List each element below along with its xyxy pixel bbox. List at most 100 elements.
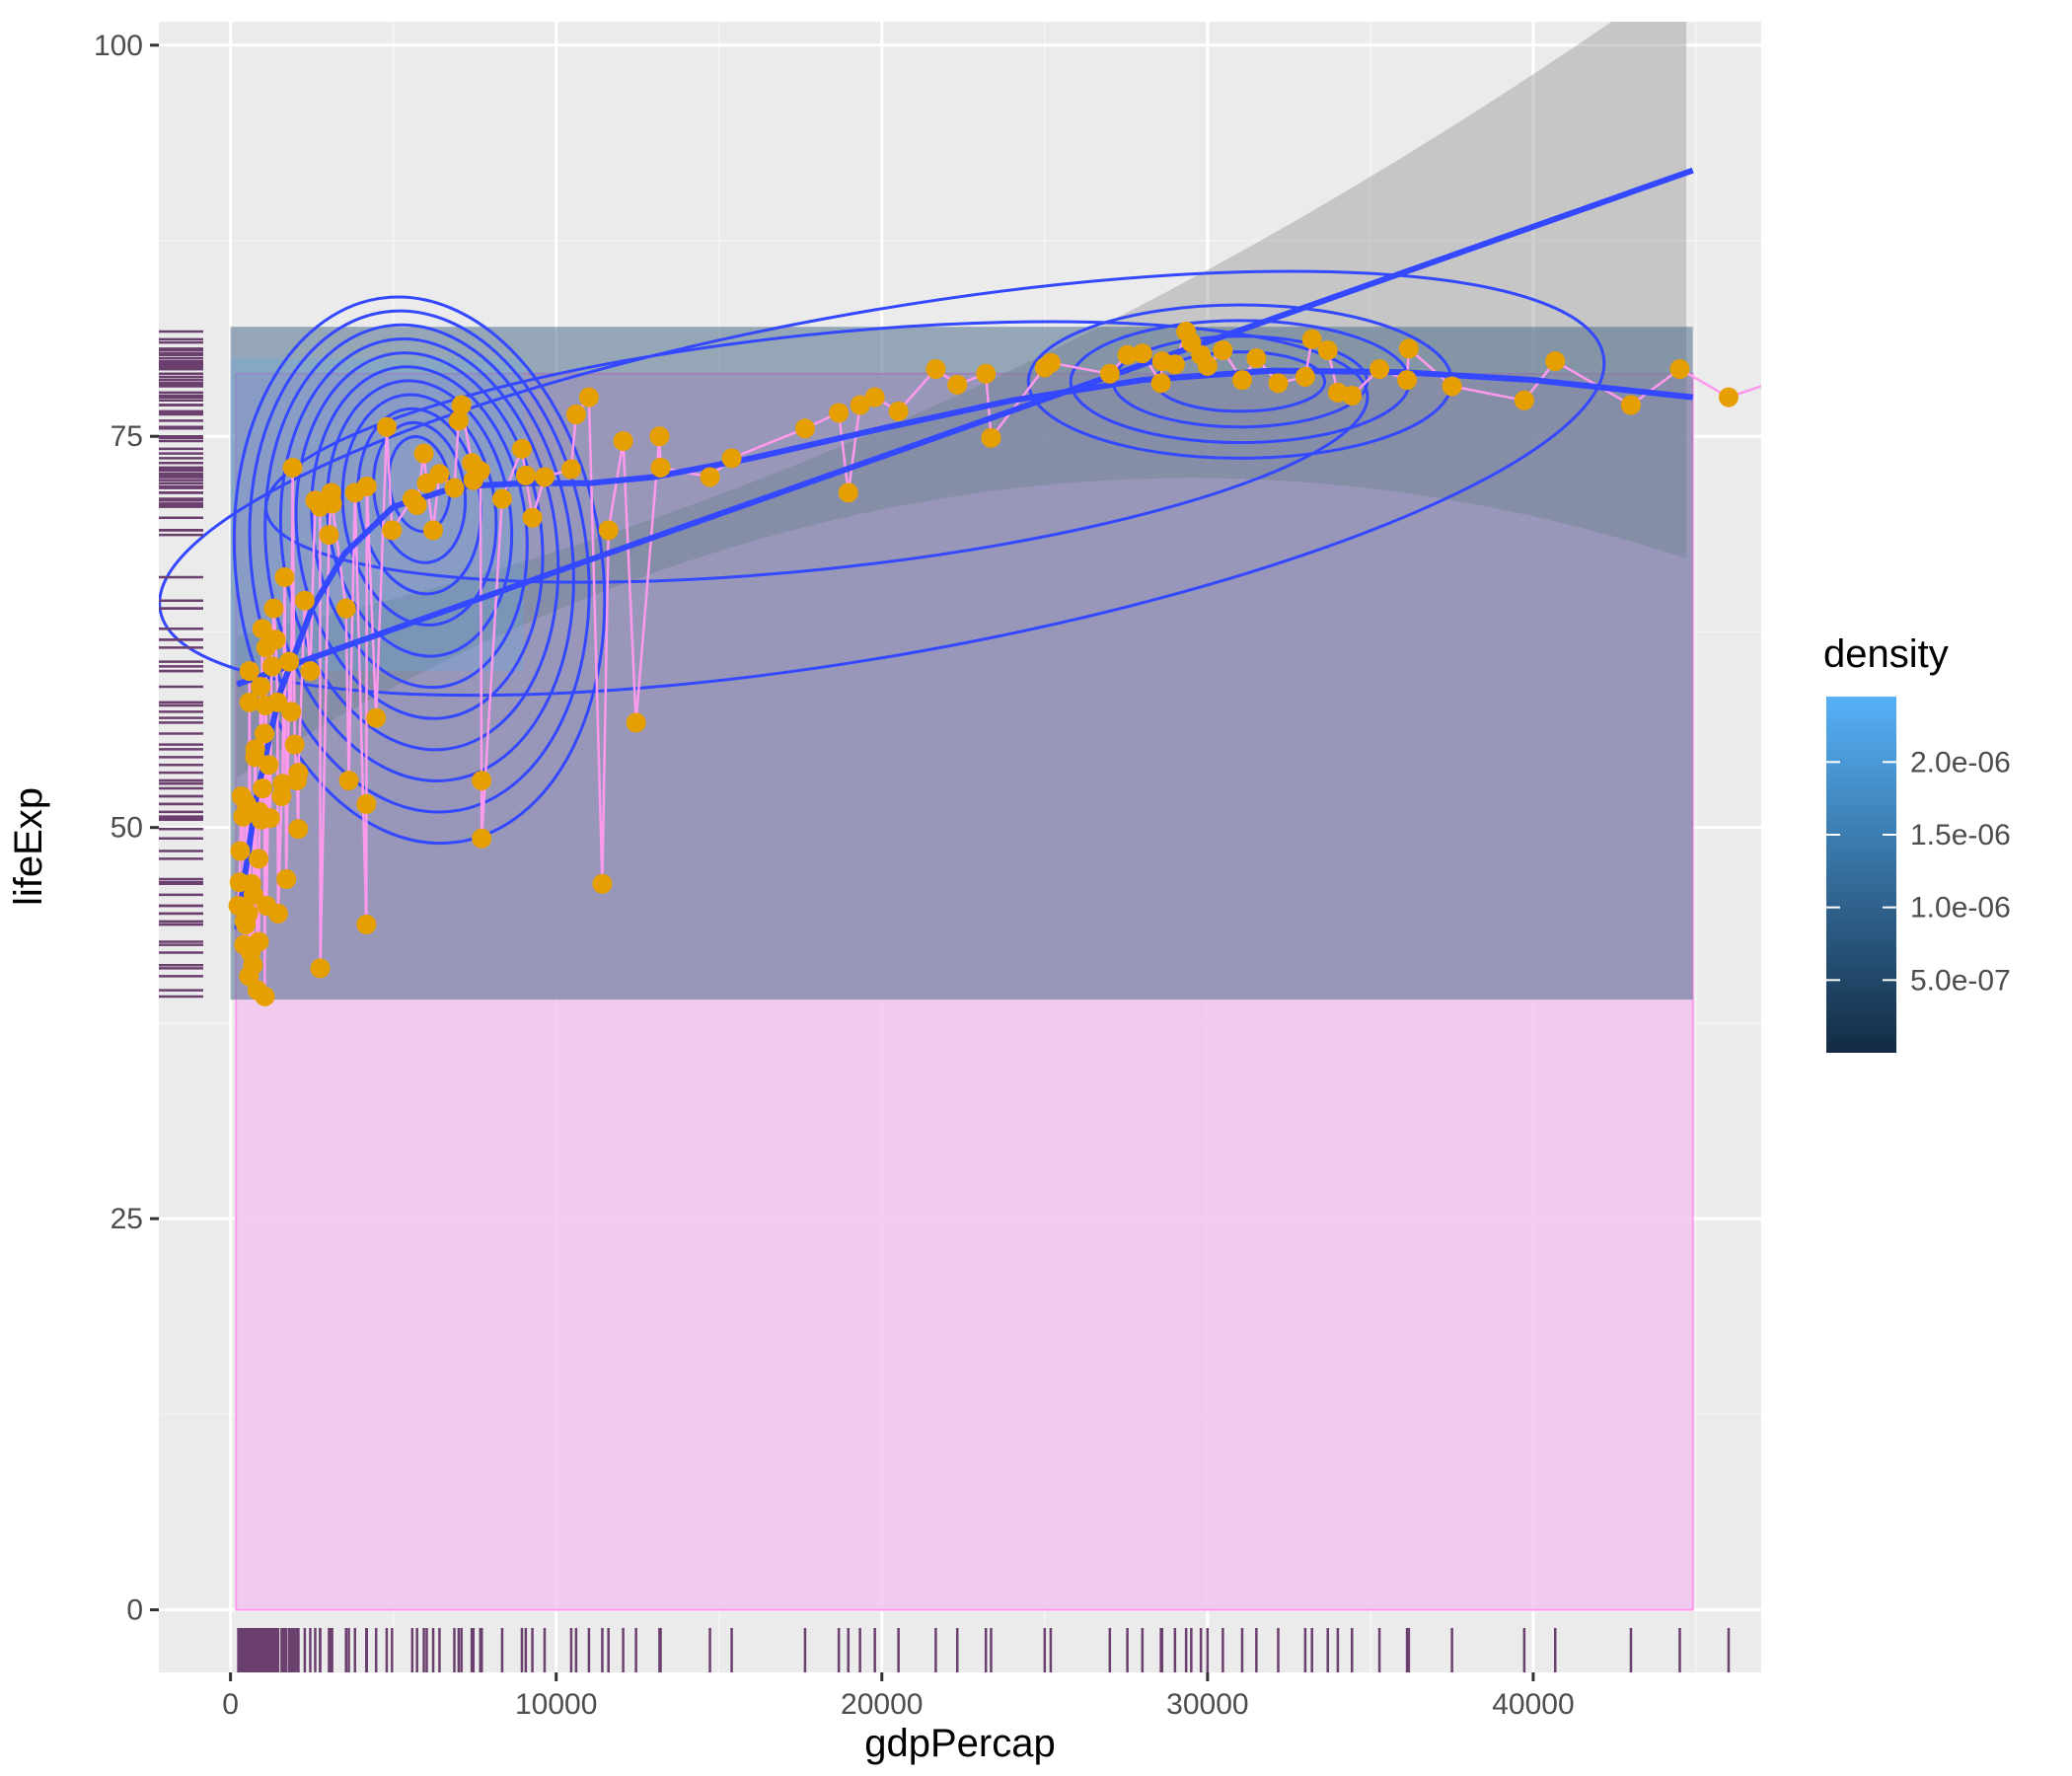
loess-smooth-line [234, 367, 1694, 930]
data-point [864, 387, 885, 407]
data-point [310, 958, 331, 979]
data-point [267, 692, 288, 712]
data-point [700, 467, 720, 487]
y-axis: 0 25 50 75 100 [94, 30, 159, 1627]
data-point [1718, 387, 1739, 407]
data-point [925, 359, 946, 380]
data-point [451, 395, 472, 415]
data-point [1099, 363, 1120, 384]
data-point [284, 734, 305, 755]
data-point [515, 465, 536, 485]
x-axis-title: gdpPercap [864, 1722, 1055, 1765]
legend-colorbar [1826, 697, 1896, 1053]
data-point [300, 661, 321, 682]
y-tick-label: 0 [126, 1594, 143, 1627]
data-point [259, 808, 280, 829]
data-point [259, 755, 279, 776]
data-point [560, 459, 581, 480]
data-point [850, 395, 870, 415]
rug-x [237, 1628, 1731, 1672]
data-point [1132, 343, 1152, 364]
data-point [1150, 373, 1171, 394]
x-tick-label: 40000 [1492, 1688, 1574, 1721]
data-point [976, 363, 997, 384]
data-point [522, 507, 543, 528]
data-point [255, 723, 275, 744]
data-point [413, 443, 434, 464]
data-point [279, 651, 300, 672]
data-point [274, 566, 295, 587]
data-point [472, 828, 492, 849]
data-point [239, 692, 259, 712]
x-tick-label: 0 [222, 1688, 239, 1721]
data-point [794, 418, 815, 439]
legend-label: 1.5e-06 [1910, 819, 2011, 851]
data-point [565, 405, 586, 425]
data-point [578, 387, 599, 407]
legend-label: 5.0e-07 [1910, 964, 2011, 997]
data-point [592, 873, 613, 894]
data-point [1034, 357, 1055, 378]
y-tick-label: 50 [111, 812, 143, 845]
data-point [245, 739, 265, 760]
y-tick-label: 100 [94, 30, 143, 62]
y-tick-label: 75 [111, 420, 143, 453]
data-point [230, 841, 251, 861]
data-point [243, 884, 263, 905]
data-point [376, 416, 397, 437]
data-point [470, 461, 490, 481]
data-point [322, 493, 342, 514]
contour-line [264, 320, 1369, 584]
legend-label: 2.0e-06 [1910, 746, 2011, 778]
data-point [511, 438, 532, 459]
data-point [249, 931, 269, 952]
data-point [1620, 395, 1641, 415]
data-point [282, 457, 303, 478]
data-point [281, 702, 302, 722]
data-point [251, 676, 271, 697]
data-point [721, 448, 742, 469]
data-point [253, 778, 273, 799]
data-point [238, 903, 259, 924]
x-tick-label: 20000 [841, 1688, 923, 1721]
contour-line [232, 295, 607, 846]
data-point [1327, 382, 1348, 403]
data-point [366, 707, 387, 728]
data-point [626, 712, 646, 733]
data-point [335, 598, 356, 619]
legend-label: 1.0e-06 [1910, 892, 2011, 925]
data-point [407, 495, 427, 516]
y-tick-label: 25 [111, 1203, 143, 1235]
data-point [1246, 347, 1267, 368]
contour-line [159, 269, 1606, 698]
data-point [1398, 338, 1419, 359]
data-point [1514, 390, 1534, 410]
data-point [650, 457, 671, 478]
data-point [239, 661, 259, 682]
data-point [1442, 376, 1462, 397]
data-point [981, 427, 1001, 448]
data-point [294, 590, 315, 611]
data-point [1164, 354, 1185, 375]
x-tick-label: 30000 [1166, 1688, 1248, 1721]
data-point [255, 986, 275, 1006]
data-point [472, 771, 492, 791]
data-point [288, 763, 309, 783]
data-point [319, 525, 339, 546]
contour-line [248, 309, 591, 814]
rug-y [159, 330, 203, 999]
contour-line [263, 323, 575, 782]
data-point [243, 955, 263, 976]
data-point [1369, 359, 1390, 380]
data-point [356, 793, 377, 814]
data-point [1231, 370, 1252, 391]
data-point [1545, 351, 1566, 372]
data-point [356, 914, 377, 934]
data-point [888, 401, 909, 421]
data-point [1117, 344, 1138, 365]
data-point [444, 478, 465, 498]
data-point [1181, 333, 1202, 353]
data-points [228, 321, 1739, 1006]
x-axis: 0 10000 20000 30000 40000 [222, 1672, 1575, 1721]
